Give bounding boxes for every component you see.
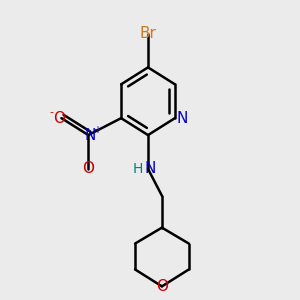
Text: O: O	[156, 279, 168, 294]
Text: N: N	[85, 128, 96, 142]
Text: -: -	[50, 107, 53, 117]
Text: H: H	[133, 162, 143, 176]
Text: O: O	[82, 161, 94, 176]
Text: N: N	[176, 111, 188, 126]
Text: N: N	[144, 161, 156, 176]
Text: +: +	[93, 125, 101, 135]
Text: O: O	[53, 111, 65, 126]
Text: Br: Br	[140, 26, 156, 41]
